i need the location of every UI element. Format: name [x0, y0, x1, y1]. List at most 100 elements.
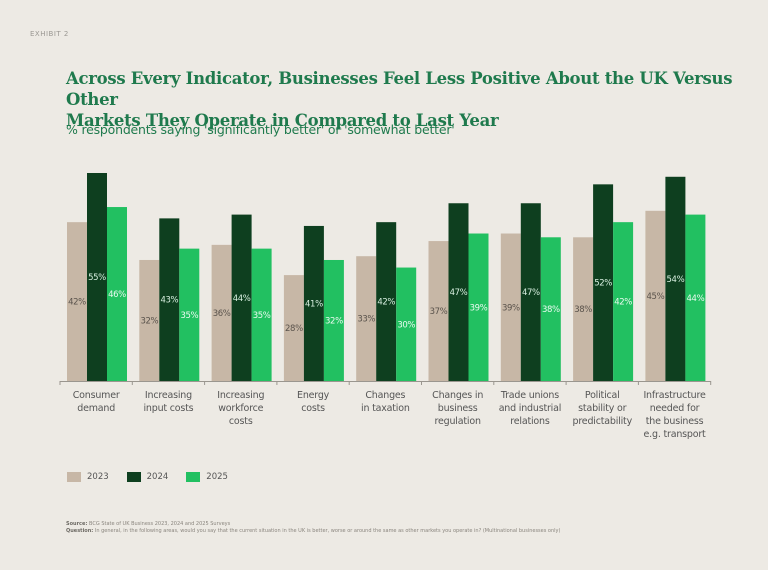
- footnote: Source: BCG State of UK Business 2023, 2…: [66, 521, 560, 535]
- category-label-4: Changes in taxation: [361, 390, 410, 414]
- category-label-line: regulation: [435, 416, 481, 427]
- category-label-6: Trade unions and industrial relations: [499, 390, 562, 427]
- bar-2025-7: [613, 222, 634, 381]
- category-label-line: Consumer: [73, 390, 120, 401]
- category-label-line: Increasing: [145, 390, 192, 401]
- category-label-line: workforce: [218, 403, 263, 414]
- bar-2024-5: [448, 203, 469, 381]
- data-label-2025-7: 42%: [614, 298, 632, 308]
- bar-2024-6: [520, 203, 541, 381]
- data-label-2023-8: 45%: [647, 292, 665, 302]
- source-note: Source: BCG State of UK Business 2023, 2…: [66, 521, 231, 527]
- exhibit-label: EXHIBIT 2: [30, 30, 69, 38]
- bar-2023-4: [356, 256, 377, 381]
- data-label-2024-3: 41%: [305, 299, 323, 309]
- category-label-5: Changes in business regulation: [432, 390, 483, 427]
- category-label-line: input costs: [143, 403, 193, 414]
- data-label-2024-0: 55%: [88, 273, 106, 283]
- category-label-line: Political: [585, 390, 620, 401]
- category-label-line: predictability: [572, 416, 632, 427]
- bar-chart: 42% 32% 36% 28% 33% 37% 39% 38% 45% 55% 43% 44% 41% 4…: [59, 173, 712, 440]
- data-label-2024-8: 54%: [667, 275, 685, 285]
- category-label-line: demand: [77, 403, 115, 414]
- category-label-1: Increasing input costs: [143, 390, 193, 414]
- chart-title: Across Every Indicator, Businesses Feel …: [66, 68, 746, 131]
- data-label-2023-1: 32%: [140, 316, 158, 326]
- bar-2025-2: [251, 248, 272, 381]
- data-label-2025-1: 35%: [180, 311, 198, 321]
- chart-title-line-1: Across Every Indicator, Businesses Feel …: [66, 69, 733, 109]
- category-label-line: Energy: [297, 390, 330, 401]
- category-label-line: business: [438, 403, 478, 414]
- category-label-line: needed for: [650, 403, 700, 414]
- category-label-line: Changes in: [432, 390, 483, 401]
- category-label-line: costs: [301, 403, 325, 414]
- data-label-2024-4: 42%: [377, 298, 395, 308]
- data-label-2025-2: 35%: [253, 311, 271, 321]
- category-label-line: in taxation: [361, 403, 410, 414]
- category-label-line: Changes: [365, 390, 405, 401]
- bar-2023-6: [500, 233, 521, 381]
- bar-2025-6: [540, 237, 561, 381]
- category-label-line: e.g. transport: [644, 429, 707, 440]
- category-label-7: Political stability or predictability: [572, 390, 632, 427]
- bar-2024-0: [87, 173, 107, 381]
- bar-2023-7: [573, 237, 594, 381]
- data-label-2023-4: 33%: [357, 315, 375, 325]
- data-label-2023-7: 38%: [574, 305, 592, 315]
- data-label-2024-7: 52%: [594, 279, 612, 289]
- data-label-2023-3: 28%: [285, 324, 303, 334]
- data-label-2024-1: 43%: [160, 296, 178, 306]
- data-label-2025-5: 39%: [470, 303, 488, 313]
- data-label-2023-5: 37%: [430, 307, 448, 317]
- bar-2024-2: [231, 214, 252, 381]
- legend-label-2023: 2023: [87, 472, 109, 482]
- legend-item-2024: 2024: [126, 472, 169, 482]
- bar-2023-1: [139, 259, 160, 381]
- category-label-2: Increasing workforce costs: [217, 390, 264, 427]
- category-label-0: Consumer demand: [73, 390, 120, 414]
- bar-2025-3: [323, 259, 344, 381]
- legend-label-2024: 2024: [146, 472, 169, 482]
- legend-swatch-2023: [67, 472, 81, 482]
- bar-2025-0: [107, 207, 127, 381]
- category-label-line: relations: [510, 416, 550, 427]
- category-label-3: Energy costs: [297, 390, 330, 414]
- bar-2025-1: [179, 248, 200, 381]
- chart-title-line-2: Markets They Operate in Compared to Last…: [66, 111, 499, 130]
- legend-swatch-2024: [126, 472, 141, 482]
- legend: 2023 2024 2025: [67, 472, 246, 482]
- bar-2023-8: [645, 210, 666, 381]
- category-label-line: the business: [646, 416, 704, 427]
- data-label-2024-6: 47%: [522, 288, 540, 298]
- data-label-2025-8: 44%: [687, 294, 705, 304]
- category-label-line: Infrastructure: [643, 390, 706, 401]
- bar-2023-3: [283, 275, 304, 381]
- bar-2023-2: [211, 244, 232, 381]
- data-label-2023-6: 39%: [502, 303, 520, 313]
- legend-item-2023: 2023: [67, 472, 109, 482]
- data-label-2025-0: 46%: [108, 290, 126, 300]
- bar-2025-5: [468, 233, 489, 381]
- legend-label-2025: 2025: [206, 472, 228, 482]
- bar-2023-0: [67, 222, 87, 381]
- bar-2025-8: [685, 214, 706, 381]
- data-label-2024-2: 44%: [233, 294, 251, 304]
- data-label-2023-0: 42%: [68, 298, 86, 308]
- bar-2024-8: [665, 176, 686, 381]
- category-label-8: Infrastructure needed for the business e.g.…: [643, 390, 706, 440]
- bar-2024-4: [376, 222, 397, 381]
- legend-swatch-2025: [186, 472, 201, 482]
- data-label-2025-6: 38%: [542, 305, 560, 315]
- question-note: Question: In general, in the following a…: [66, 528, 561, 534]
- data-label-2023-2: 36%: [213, 309, 231, 319]
- category-label-line: and industrial: [499, 403, 562, 414]
- category-label-line: Increasing: [217, 390, 264, 401]
- legend-item-2025: 2025: [186, 472, 228, 482]
- category-label-line: stability or: [578, 403, 626, 414]
- category-label-line: Trade unions: [500, 390, 559, 401]
- data-label-2024-5: 47%: [450, 288, 468, 298]
- data-label-2025-4: 30%: [397, 320, 415, 330]
- data-label-2025-3: 32%: [325, 316, 343, 326]
- bar-2024-1: [159, 218, 180, 381]
